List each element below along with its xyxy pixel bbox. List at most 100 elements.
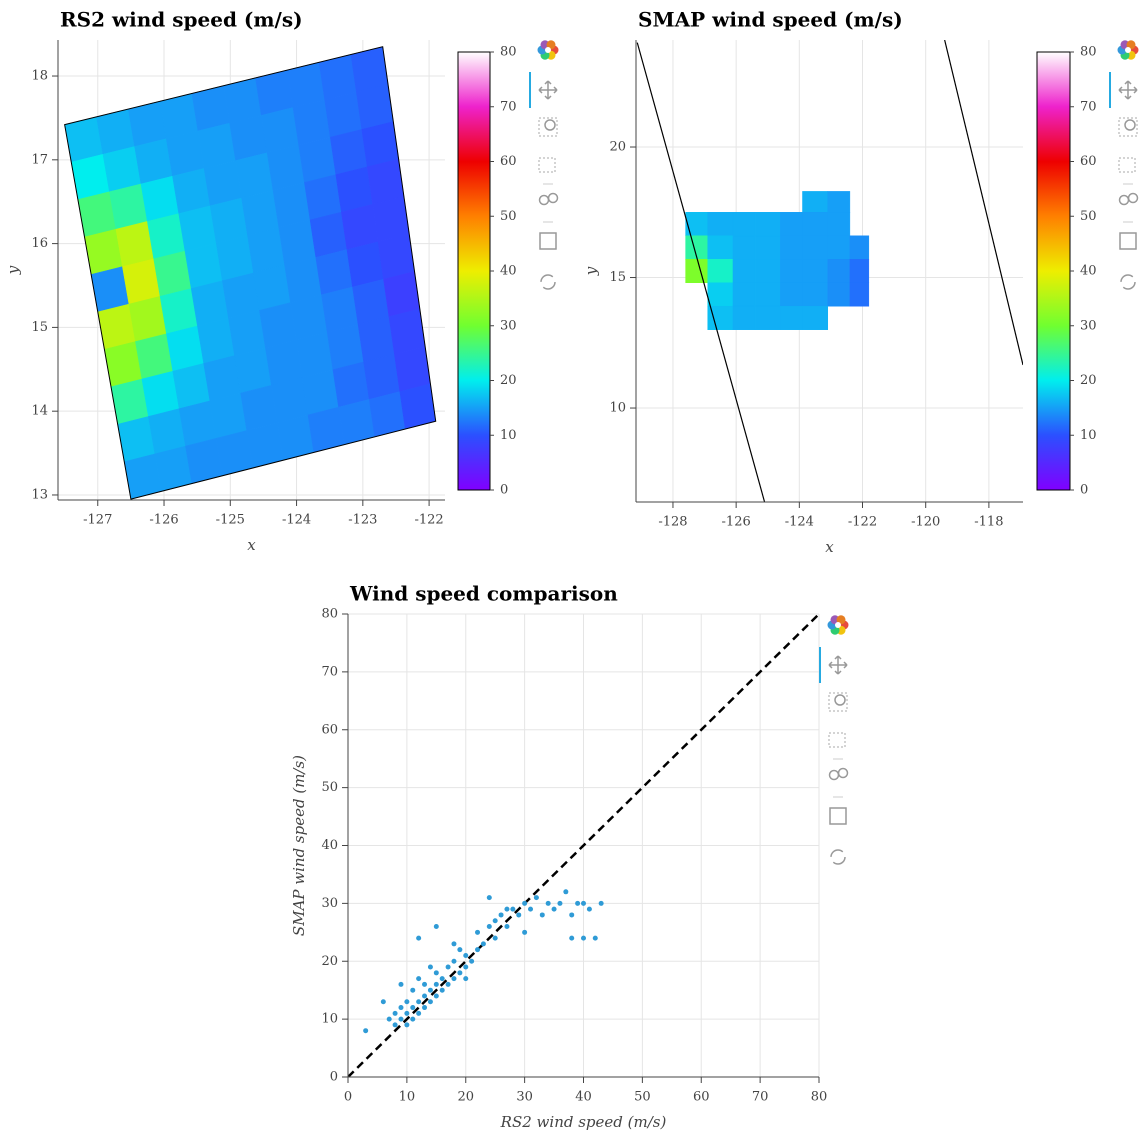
- point: [581, 900, 586, 906]
- pan-tool[interactable]: [1118, 80, 1138, 100]
- heatmap-cell: [228, 310, 266, 356]
- point: [433, 993, 439, 999]
- heatmap-cell: [372, 196, 410, 243]
- point: [504, 924, 510, 930]
- heatmap-cell: [184, 242, 223, 289]
- heatmap-cell: [234, 347, 272, 394]
- pan-tool[interactable]: [538, 80, 558, 100]
- point: [433, 924, 439, 930]
- point: [439, 987, 445, 993]
- save-tool[interactable]: [829, 807, 847, 825]
- y-tick-label: 17: [31, 152, 48, 167]
- point: [404, 999, 410, 1005]
- refresh-tool[interactable]: [1120, 274, 1136, 290]
- refresh-tool[interactable]: [830, 849, 846, 865]
- heatmap-cell: [134, 138, 173, 185]
- reset-lens2[interactable]: [547, 192, 559, 204]
- swath-outline: [64, 46, 437, 500]
- heatmap-cell: [240, 384, 278, 431]
- y-tick-label: 80: [321, 607, 338, 622]
- y-axis-label: y: [4, 265, 22, 275]
- point: [427, 987, 433, 993]
- point: [581, 935, 586, 941]
- toolbar[interactable]: [819, 615, 849, 865]
- heatmap-cell: [265, 339, 303, 386]
- toolbar[interactable]: [1109, 40, 1139, 290]
- wheel-zoom-tool[interactable]: [1118, 117, 1138, 137]
- logo-petal[interactable]: [836, 615, 846, 625]
- point: [427, 999, 433, 1005]
- x-tick-label: -124: [785, 515, 814, 530]
- heatmap-cell: [147, 213, 186, 260]
- heatmap-cell: [165, 130, 205, 177]
- pan-tool[interactable]: [828, 655, 848, 675]
- y-tick-label: 20: [321, 954, 338, 969]
- colorbar-label: 80: [1080, 45, 1097, 60]
- point: [522, 900, 528, 906]
- reset-lens2[interactable]: [1127, 192, 1139, 204]
- point: [492, 935, 498, 941]
- chart-title: SMAP wind speed (m/s): [638, 8, 903, 32]
- heatmap-cell: [197, 122, 236, 169]
- heatmap-cell: [284, 257, 322, 303]
- point: [457, 970, 463, 976]
- point: [451, 958, 457, 964]
- save-tool[interactable]: [539, 232, 557, 250]
- reset-lens[interactable]: [828, 769, 840, 781]
- heatmap-cell: [209, 392, 248, 439]
- reset-lens[interactable]: [538, 194, 550, 206]
- wheel-zoom-tool[interactable]: [828, 692, 848, 712]
- heatmap-cell: [388, 308, 426, 355]
- box-zoom-tool[interactable]: [1118, 157, 1136, 173]
- point: [416, 976, 422, 982]
- heatmap-cell: [272, 182, 311, 228]
- logo-center[interactable]: [835, 622, 841, 628]
- point: [486, 924, 492, 930]
- box-zoom-tool[interactable]: [538, 157, 556, 173]
- heatmap-cell: [271, 377, 309, 424]
- toolbar[interactable]: [529, 40, 559, 290]
- heatmap-cell: [321, 286, 359, 333]
- heatmap-cell: [685, 259, 708, 283]
- heatmap-cell: [366, 158, 405, 205]
- colorbar-label: 40: [500, 264, 517, 279]
- save-tool[interactable]: [1119, 232, 1137, 250]
- point: [575, 900, 581, 906]
- refresh-tool[interactable]: [540, 274, 556, 290]
- colorbar-label: 30: [1080, 318, 1097, 333]
- x-tick-label: 0: [344, 1090, 352, 1105]
- heatmap-cell: [363, 353, 401, 400]
- reset-lens[interactable]: [1118, 194, 1130, 206]
- point: [475, 929, 481, 935]
- heatmap-cell: [802, 235, 829, 260]
- wheel-zoom-lens[interactable]: [544, 119, 556, 131]
- point: [392, 1010, 398, 1016]
- heatmap-cell: [754, 235, 781, 260]
- logo-petal[interactable]: [546, 40, 556, 50]
- logo-center[interactable]: [1125, 47, 1131, 53]
- logo-center[interactable]: [545, 47, 551, 53]
- colorbar-label: 0: [500, 483, 508, 498]
- y-tick-label: 70: [321, 664, 338, 679]
- heatmap-cell: [707, 282, 734, 307]
- point: [398, 981, 404, 987]
- wheel-zoom-lens[interactable]: [1124, 119, 1136, 131]
- logo-petal[interactable]: [1126, 40, 1136, 50]
- wheel-zoom-tool[interactable]: [538, 117, 558, 137]
- heatmap-cell: [780, 235, 803, 260]
- y-tick-label: 10: [609, 401, 626, 416]
- reset-lens2[interactable]: [837, 767, 849, 779]
- point: [427, 964, 433, 970]
- heatmap-cell: [732, 282, 756, 307]
- heatmap-cell: [754, 212, 781, 237]
- heatmap-cell: [827, 235, 851, 260]
- point: [451, 941, 457, 947]
- heatmap-cell: [261, 107, 299, 154]
- x-tick-label: -128: [658, 515, 687, 530]
- heatmap-cell: [707, 259, 734, 283]
- box-zoom-tool[interactable]: [828, 732, 846, 748]
- heatmap-cell: [849, 259, 870, 283]
- heatmap-cell: [296, 331, 334, 378]
- wheel-zoom-lens[interactable]: [834, 694, 846, 706]
- reference-line: [348, 614, 819, 1077]
